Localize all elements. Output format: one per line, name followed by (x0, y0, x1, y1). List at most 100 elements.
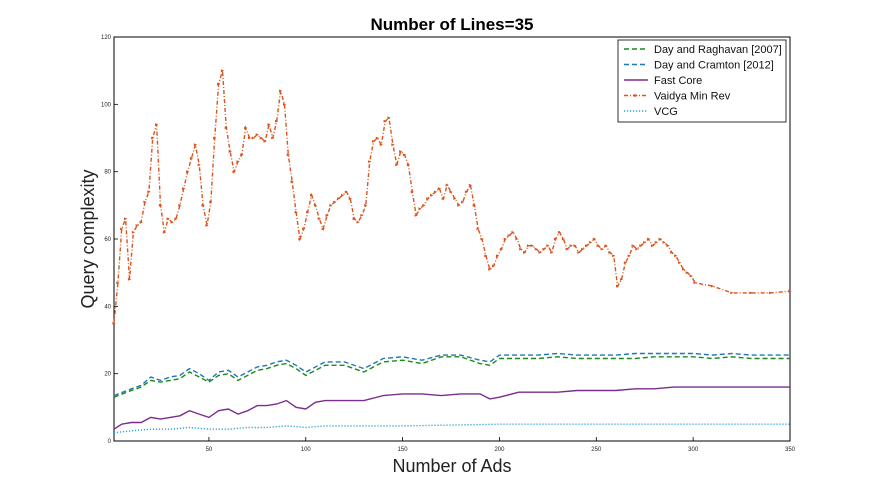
series-point (337, 197, 341, 200)
series-point (554, 237, 558, 241)
series-point (472, 203, 477, 207)
series-point (573, 244, 577, 248)
series-point (127, 278, 132, 281)
series-point (488, 267, 492, 271)
series-point (685, 271, 690, 275)
series-point (437, 187, 442, 190)
series-point (120, 227, 124, 231)
series-point (406, 163, 411, 167)
legend-marker (634, 93, 638, 98)
series-point (391, 143, 395, 147)
series-point (201, 203, 205, 207)
series-point (678, 261, 682, 264)
series-point (546, 244, 550, 248)
series-point (453, 197, 457, 200)
series-point (480, 237, 484, 241)
series-point (244, 126, 248, 130)
series-point (476, 227, 480, 231)
series-point (131, 230, 136, 234)
series-point (139, 220, 143, 224)
series-point (166, 217, 170, 221)
series-point (112, 321, 116, 325)
series-point (650, 244, 655, 248)
series-point (368, 160, 372, 163)
series-point (627, 254, 631, 258)
series-point (298, 237, 302, 241)
series-line-1 (113, 352, 790, 397)
x-tick-label: 350 (785, 447, 796, 453)
series-point (422, 203, 426, 207)
series-point (348, 197, 353, 200)
series-point (730, 291, 734, 295)
series-point (248, 136, 252, 140)
series-point (182, 187, 186, 190)
legend-label-2: Fast Core (654, 75, 702, 87)
series-point (294, 210, 298, 214)
legend-label-0: Day and Raghavan [2007] (654, 44, 782, 56)
series-point (251, 136, 256, 140)
series-point (313, 203, 318, 207)
x-tick-label: 150 (398, 447, 409, 453)
series-point (228, 150, 232, 153)
series-point (468, 183, 473, 187)
series-point (441, 197, 446, 200)
series-point (693, 281, 697, 285)
legend-label-3: Vaidya Min Rev (654, 91, 731, 103)
series-point (209, 200, 213, 204)
series-point (290, 180, 294, 184)
series-point (445, 183, 449, 187)
series-point (321, 227, 325, 231)
x-tick-label: 250 (591, 447, 602, 453)
y-tick-label: 40 (104, 304, 111, 310)
series-point (643, 241, 647, 244)
series-point (561, 237, 566, 241)
series-point (515, 237, 519, 241)
series-point (333, 200, 337, 204)
series-point (158, 203, 163, 207)
x-axis-label: Number of Ads (392, 456, 511, 476)
series-point (282, 102, 287, 106)
series-point (600, 247, 604, 251)
series-point (217, 82, 221, 86)
series-point (186, 170, 190, 174)
series-point (147, 190, 151, 194)
series-point (788, 289, 792, 293)
series-point (375, 136, 380, 140)
series-point (623, 261, 628, 264)
series-point (155, 123, 159, 126)
series-point (220, 69, 225, 73)
legend-label-1: Day and Cramton [2012] (654, 60, 774, 72)
series-point (197, 163, 201, 167)
series-point (236, 160, 240, 163)
series-point (170, 220, 174, 224)
series-point (317, 217, 322, 221)
series-point (596, 244, 600, 248)
series-point (495, 254, 500, 258)
series-point (124, 217, 128, 221)
series-point (174, 217, 178, 221)
series-point (526, 244, 531, 248)
series-point (364, 203, 368, 207)
series-point (352, 217, 356, 221)
series-point (344, 190, 349, 194)
series-point (484, 254, 488, 258)
series-point (689, 274, 693, 278)
series-point (356, 220, 360, 224)
y-tick-label: 120 (101, 35, 112, 41)
series-point (271, 136, 275, 140)
series-point (213, 136, 217, 140)
x-tick-label: 100 (301, 447, 312, 453)
series-point (604, 244, 608, 248)
series-line-3 (113, 70, 791, 324)
y-axis-label: Query complexity (78, 169, 98, 308)
series-point (383, 119, 387, 123)
series-point (259, 136, 263, 140)
series-point (275, 119, 279, 123)
series-point (189, 156, 194, 160)
x-tick-label: 200 (494, 447, 505, 453)
series-point (193, 143, 198, 147)
legend-box (617, 39, 787, 123)
series-point (569, 244, 573, 248)
series-point (612, 254, 616, 258)
